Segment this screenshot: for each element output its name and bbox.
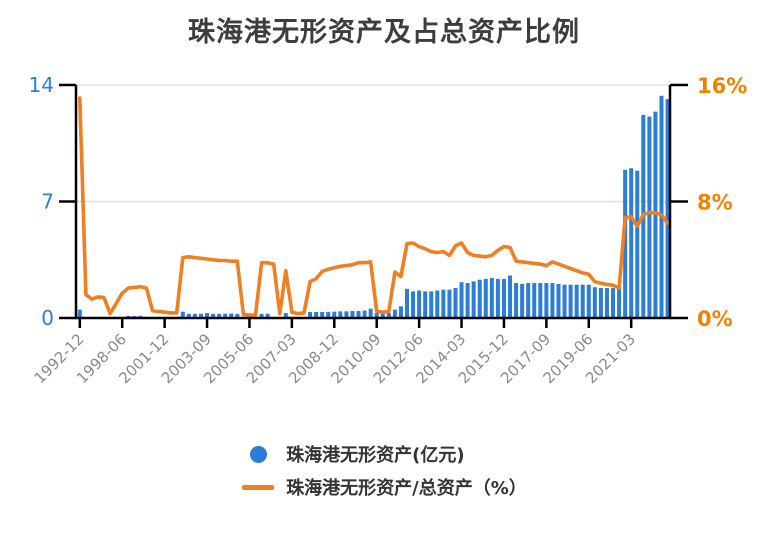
bar	[483, 278, 488, 318]
bar	[629, 168, 634, 318]
bar	[471, 281, 476, 318]
bar	[429, 291, 434, 318]
bar	[235, 313, 240, 318]
bar	[392, 309, 397, 318]
bar	[508, 275, 513, 318]
bar	[459, 282, 464, 318]
bar	[223, 313, 228, 318]
bar	[465, 283, 470, 318]
bar	[635, 170, 640, 318]
bar	[520, 283, 525, 318]
bar	[417, 290, 422, 318]
line-series-swatch-icon	[242, 484, 275, 490]
bar	[332, 311, 337, 318]
bar	[386, 313, 391, 318]
bar	[580, 284, 585, 318]
chart-title: 珠海港无形资产及占总资产比例	[188, 17, 580, 48]
bar	[441, 289, 446, 318]
bar	[368, 308, 373, 318]
bar	[229, 313, 234, 318]
bar	[526, 283, 531, 318]
legend-swatch-cell	[241, 484, 275, 490]
bar	[592, 287, 597, 318]
bar	[283, 313, 288, 318]
right-axis-label: 8%	[697, 191, 733, 215]
legend-label-line-series: 珠海港无形资产/总资产（%）	[286, 478, 527, 499]
bar	[259, 313, 264, 318]
left-axis-label: 7	[41, 190, 54, 214]
bar	[320, 312, 325, 318]
bar	[344, 311, 349, 318]
legend-item-line-series: 珠海港无形资产/总资产（%）	[241, 474, 527, 500]
left-axis-label: 14	[29, 73, 54, 97]
bar	[598, 288, 603, 318]
bar	[623, 169, 628, 318]
bar	[447, 289, 452, 318]
right-axis-label: 16%	[697, 74, 747, 98]
bar	[398, 306, 403, 318]
bar	[77, 309, 82, 318]
bar	[211, 313, 216, 318]
bar	[265, 313, 270, 318]
bar	[362, 310, 367, 318]
bar	[326, 311, 331, 318]
bar	[532, 283, 537, 318]
bar	[180, 311, 185, 318]
bar	[338, 311, 343, 318]
bar	[556, 283, 561, 318]
bar	[538, 283, 543, 318]
bar	[544, 283, 549, 318]
bar	[308, 312, 313, 318]
bar	[586, 284, 591, 318]
bar	[495, 278, 500, 318]
bar	[514, 283, 519, 318]
right-axis-label: 0%	[697, 307, 733, 331]
bar	[659, 95, 664, 318]
bar	[501, 278, 506, 318]
bar	[611, 288, 616, 318]
left-axis-label: 0	[41, 306, 54, 330]
bar	[374, 313, 379, 318]
bar	[568, 284, 573, 318]
bar	[217, 313, 222, 318]
bar	[453, 288, 458, 318]
bar-series-swatch-icon	[249, 445, 267, 463]
bar	[435, 290, 440, 318]
bar	[574, 284, 579, 318]
legend-swatch-cell	[241, 445, 275, 463]
bar	[380, 313, 385, 318]
bar	[550, 283, 555, 318]
legend-item-bar-series: 珠海港无形资产(亿元)	[241, 441, 527, 467]
bar	[205, 313, 210, 318]
bar	[665, 99, 670, 319]
bar	[477, 279, 482, 318]
ratio-line	[78, 96, 670, 317]
bar	[604, 288, 609, 318]
bar	[198, 313, 203, 318]
legend: 珠海港无形资产(亿元) 珠海港无形资产/总资产（%）	[0, 441, 768, 500]
legend-label-bar-series: 珠海港无形资产(亿元)	[286, 445, 465, 466]
bar	[617, 288, 622, 318]
bar	[647, 116, 652, 318]
bar	[562, 284, 567, 318]
bar	[356, 311, 361, 318]
bar	[423, 291, 428, 318]
bar	[186, 313, 191, 318]
bar	[489, 278, 494, 318]
bar	[350, 311, 355, 318]
bar	[405, 288, 410, 318]
bar	[411, 291, 416, 318]
bar	[192, 313, 197, 318]
bar	[314, 312, 319, 318]
